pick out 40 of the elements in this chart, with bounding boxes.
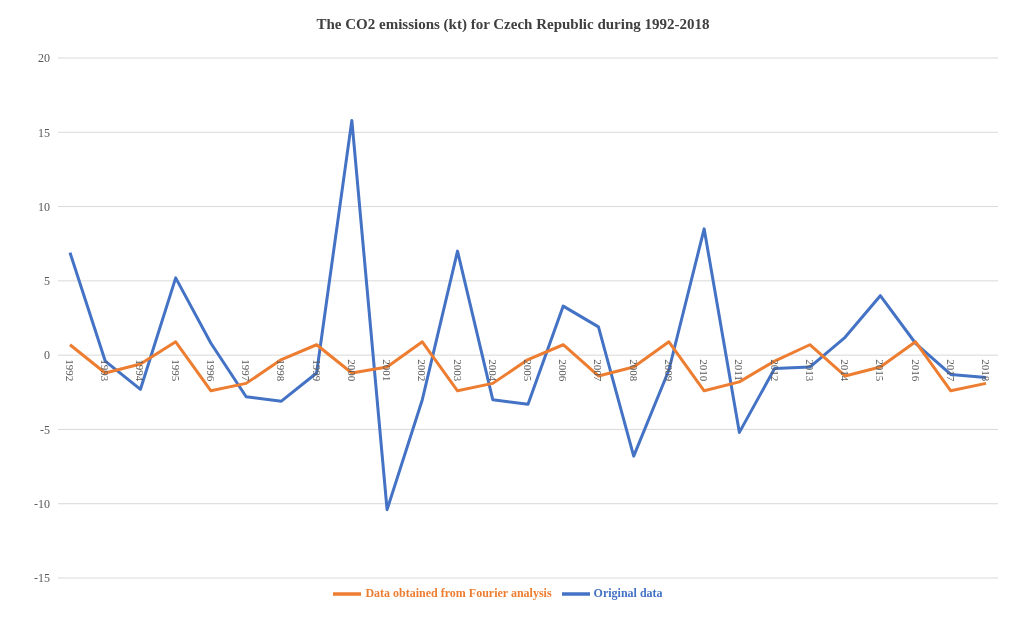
x-tick-label: 2001 <box>381 359 394 382</box>
y-tick-label: 10 <box>38 199 50 214</box>
y-tick-label: 20 <box>38 51 50 66</box>
x-tick-label: 1999 <box>310 359 323 382</box>
x-tick-label: 2009 <box>662 359 675 382</box>
x-tick-label: 2015 <box>874 359 887 382</box>
x-tick-label: 2008 <box>627 359 640 382</box>
y-tick-label: -5 <box>40 422 50 437</box>
x-tick-label: 2013 <box>803 359 816 382</box>
x-tick-label: 1992 <box>64 359 76 382</box>
x-tick-label: 2011 <box>733 359 746 381</box>
x-tick-label: 2010 <box>698 359 711 382</box>
x-tick-label: 1998 <box>275 359 288 382</box>
x-tick-label: 2005 <box>522 359 534 382</box>
x-tick-label: 2000 <box>345 359 358 382</box>
y-tick-label: 15 <box>38 125 50 140</box>
line-series <box>68 118 988 512</box>
x-tick-label: 2003 <box>451 359 464 382</box>
x-tick-label: 2007 <box>592 359 605 382</box>
x-tick-label: 1995 <box>169 359 182 382</box>
legend-label: Data obtained from Fourier analysis <box>365 585 552 600</box>
x-tick-label: 2016 <box>909 359 922 382</box>
x-tick-label: 1993 <box>99 359 112 382</box>
legend-label: Original data <box>593 585 663 600</box>
x-tick-label: 2002 <box>416 359 429 382</box>
x-tick-label: 2004 <box>486 359 499 382</box>
x-tick-label: 2012 <box>768 359 781 382</box>
x-tick-label: 2006 <box>557 359 570 382</box>
chart-title: The CO2 emissions (kt) for Czech Republic during 1992-2018 <box>315 15 711 34</box>
x-tick-label: 1996 <box>204 359 217 382</box>
x-tick-label: 2014 <box>839 359 852 382</box>
x-tick-label: 2017 <box>944 359 957 382</box>
y-tick-label: -15 <box>34 571 50 586</box>
x-tick-label: 1994 <box>134 359 147 382</box>
y-tick-label: 5 <box>44 274 50 289</box>
x-tick-label: 2018 <box>980 359 992 382</box>
line-series <box>68 340 988 393</box>
y-tick-label: -10 <box>34 496 50 511</box>
y-tick-label: 0 <box>44 348 50 363</box>
x-tick-label: 1997 <box>240 359 253 382</box>
